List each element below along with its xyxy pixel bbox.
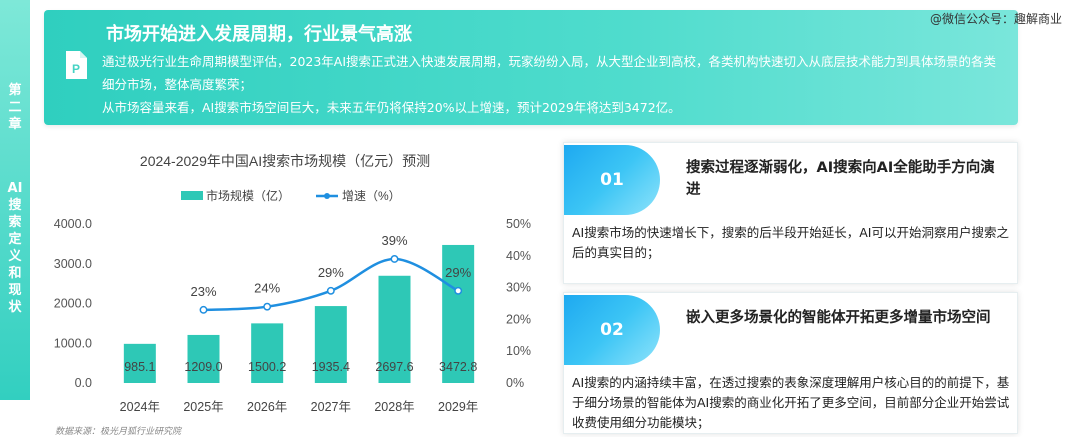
chapter-title-char: 和 [8, 266, 22, 281]
y2-tick-label: 40% [506, 249, 531, 263]
y-tick-label: 2000.0 [54, 297, 92, 311]
bar [378, 275, 411, 383]
growth-point [390, 255, 399, 263]
bar [251, 323, 284, 383]
y-tick-label: 3000.0 [54, 257, 92, 271]
x-tick-label: 2025年 [183, 400, 223, 414]
growth-value-label: 29% [445, 265, 471, 280]
y2-tick-label: 30% [506, 281, 531, 295]
legend-bar-swatch [181, 191, 203, 200]
chapter-char: 章 [8, 117, 22, 132]
card-number-badge: 02 [564, 295, 660, 365]
y2-tick-label: 10% [506, 344, 531, 358]
bar [187, 334, 220, 383]
bar-value-label: 1209.0 [184, 360, 222, 374]
bar-value-label: 3472.8 [439, 360, 477, 374]
y-tick-label: 1000.0 [54, 336, 92, 350]
legend-line-label: 增速（%） [342, 189, 401, 203]
chapter-side-strip [0, 0, 30, 400]
legend-line-marker [324, 193, 330, 199]
card-number-badge: 01 [564, 145, 660, 215]
insight-card-2: 02 嵌入更多场景化的智能体开拓更多增量市场空间 AI搜索的内涵持续丰富，在透过… [563, 292, 1018, 434]
insight-card-1: 01 搜索过程逐渐弱化，AI搜索向AI全能助手方向演进 AI搜索市场的快速增长下… [563, 142, 1018, 284]
bar-value-label: 2697.6 [375, 360, 413, 374]
legend-bar-label: 市场规模（亿） [206, 188, 290, 203]
bar [442, 244, 475, 383]
y-tick-label: 0.0 [75, 376, 92, 390]
data-source: 数据来源：极光月狐行业研究院 [55, 427, 182, 437]
chapter-title-char: 义 [8, 249, 22, 264]
y-tick-label: 4000.0 [54, 217, 92, 231]
chapter-title: AI 搜 索 定 义 和 现 状 [0, 180, 30, 316]
card-title: 嵌入更多场景化的智能体开拓更多增量市场空间 [686, 310, 991, 326]
plot-area: 0.0 1000.0 2000.0 3000.0 4000.0 0% 10% 20% 30% 40… [54, 217, 531, 414]
bar-value-label: 1500.2 [248, 360, 286, 374]
card-header: 02 嵌入更多场景化的智能体开拓更多增量市场空间 [564, 293, 1017, 369]
growth-value-label: 39% [381, 233, 407, 248]
card-title: 搜索过程逐渐弱化，AI搜索向AI全能助手方向演进 [686, 160, 995, 198]
x-tick-label: 2028年 [374, 400, 414, 414]
watermark: @微信公众号：趣解商业 [929, 12, 1062, 26]
y2-tick-label: 50% [506, 217, 531, 231]
growth-point [199, 305, 208, 314]
x-tick-label: 2024年 [120, 400, 160, 414]
growth-value-label: 29% [318, 265, 344, 280]
x-tick-label: 2027年 [311, 400, 351, 414]
chapter-title-char: AI [7, 181, 23, 196]
banner-paragraph-2: 从市场容量来看，AI搜索市场空间巨大，未来五年仍将保持20%以上增速，预计202… [102, 100, 681, 115]
card-body: AI搜索市场的快速增长下，搜索的后半段开始延长，AI可以开始洞察用户搜索之后的真… [572, 225, 1009, 260]
card-header: 01 搜索过程逐渐弱化，AI搜索向AI全能助手方向演进 [564, 143, 1017, 219]
summary-banner: 市场开始进入发展周期，行业景气高涨 P 通过极光行业生命周期模型评估，2023年… [44, 10, 1018, 125]
bar [123, 343, 156, 383]
banner-body: 通过极光行业生命周期模型评估，2023年AI搜索正式进入快速发展周期，玩家纷纷入… [102, 50, 1002, 119]
x-tick-label: 2026年 [247, 400, 287, 414]
y2-tick-label: 0% [506, 376, 524, 390]
growth-point [326, 286, 335, 295]
banner-title: 市场开始进入发展周期，行业景气高涨 [106, 24, 412, 45]
x-tick-label: 2029年 [438, 400, 478, 414]
market-size-chart: 2024-2029年中国AI搜索市场规模（亿元）预测 市场规模（亿） 增速（%）… [54, 153, 531, 414]
chapter-label: 第 二 章 [0, 82, 30, 133]
chapter-title-char: 状 [8, 300, 22, 315]
chapter-title-char: 索 [8, 215, 22, 230]
bar-value-label: 1935.4 [312, 360, 350, 374]
document-icon: P [66, 51, 87, 79]
card-body: AI搜索的内涵持续丰富，在透过搜索的表象深度理解用户核心目的的前提下，基于细分场… [572, 375, 1010, 430]
chapter-char: 二 [8, 100, 22, 115]
chapter-title-char: 现 [8, 283, 22, 298]
chapter-title-char: 定 [8, 232, 22, 247]
bar-value-label: 985.1 [124, 360, 155, 374]
growth-value-label: 23% [190, 284, 216, 299]
svg-text:P: P [72, 62, 80, 76]
banner-paragraph-1: 通过极光行业生命周期模型评估，2023年AI搜索正式进入快速发展周期，玩家纷纷入… [102, 54, 997, 92]
chart-title: 2024-2029年中国AI搜索市场规模（亿元）预测 [140, 153, 430, 169]
bar [314, 306, 347, 383]
growth-value-label: 24% [254, 281, 280, 296]
chapter-char: 第 [8, 83, 22, 98]
chapter-title-char: 搜 [8, 198, 22, 213]
growth-point [263, 302, 272, 311]
growth-point [454, 286, 463, 295]
y2-tick-label: 20% [506, 312, 531, 326]
